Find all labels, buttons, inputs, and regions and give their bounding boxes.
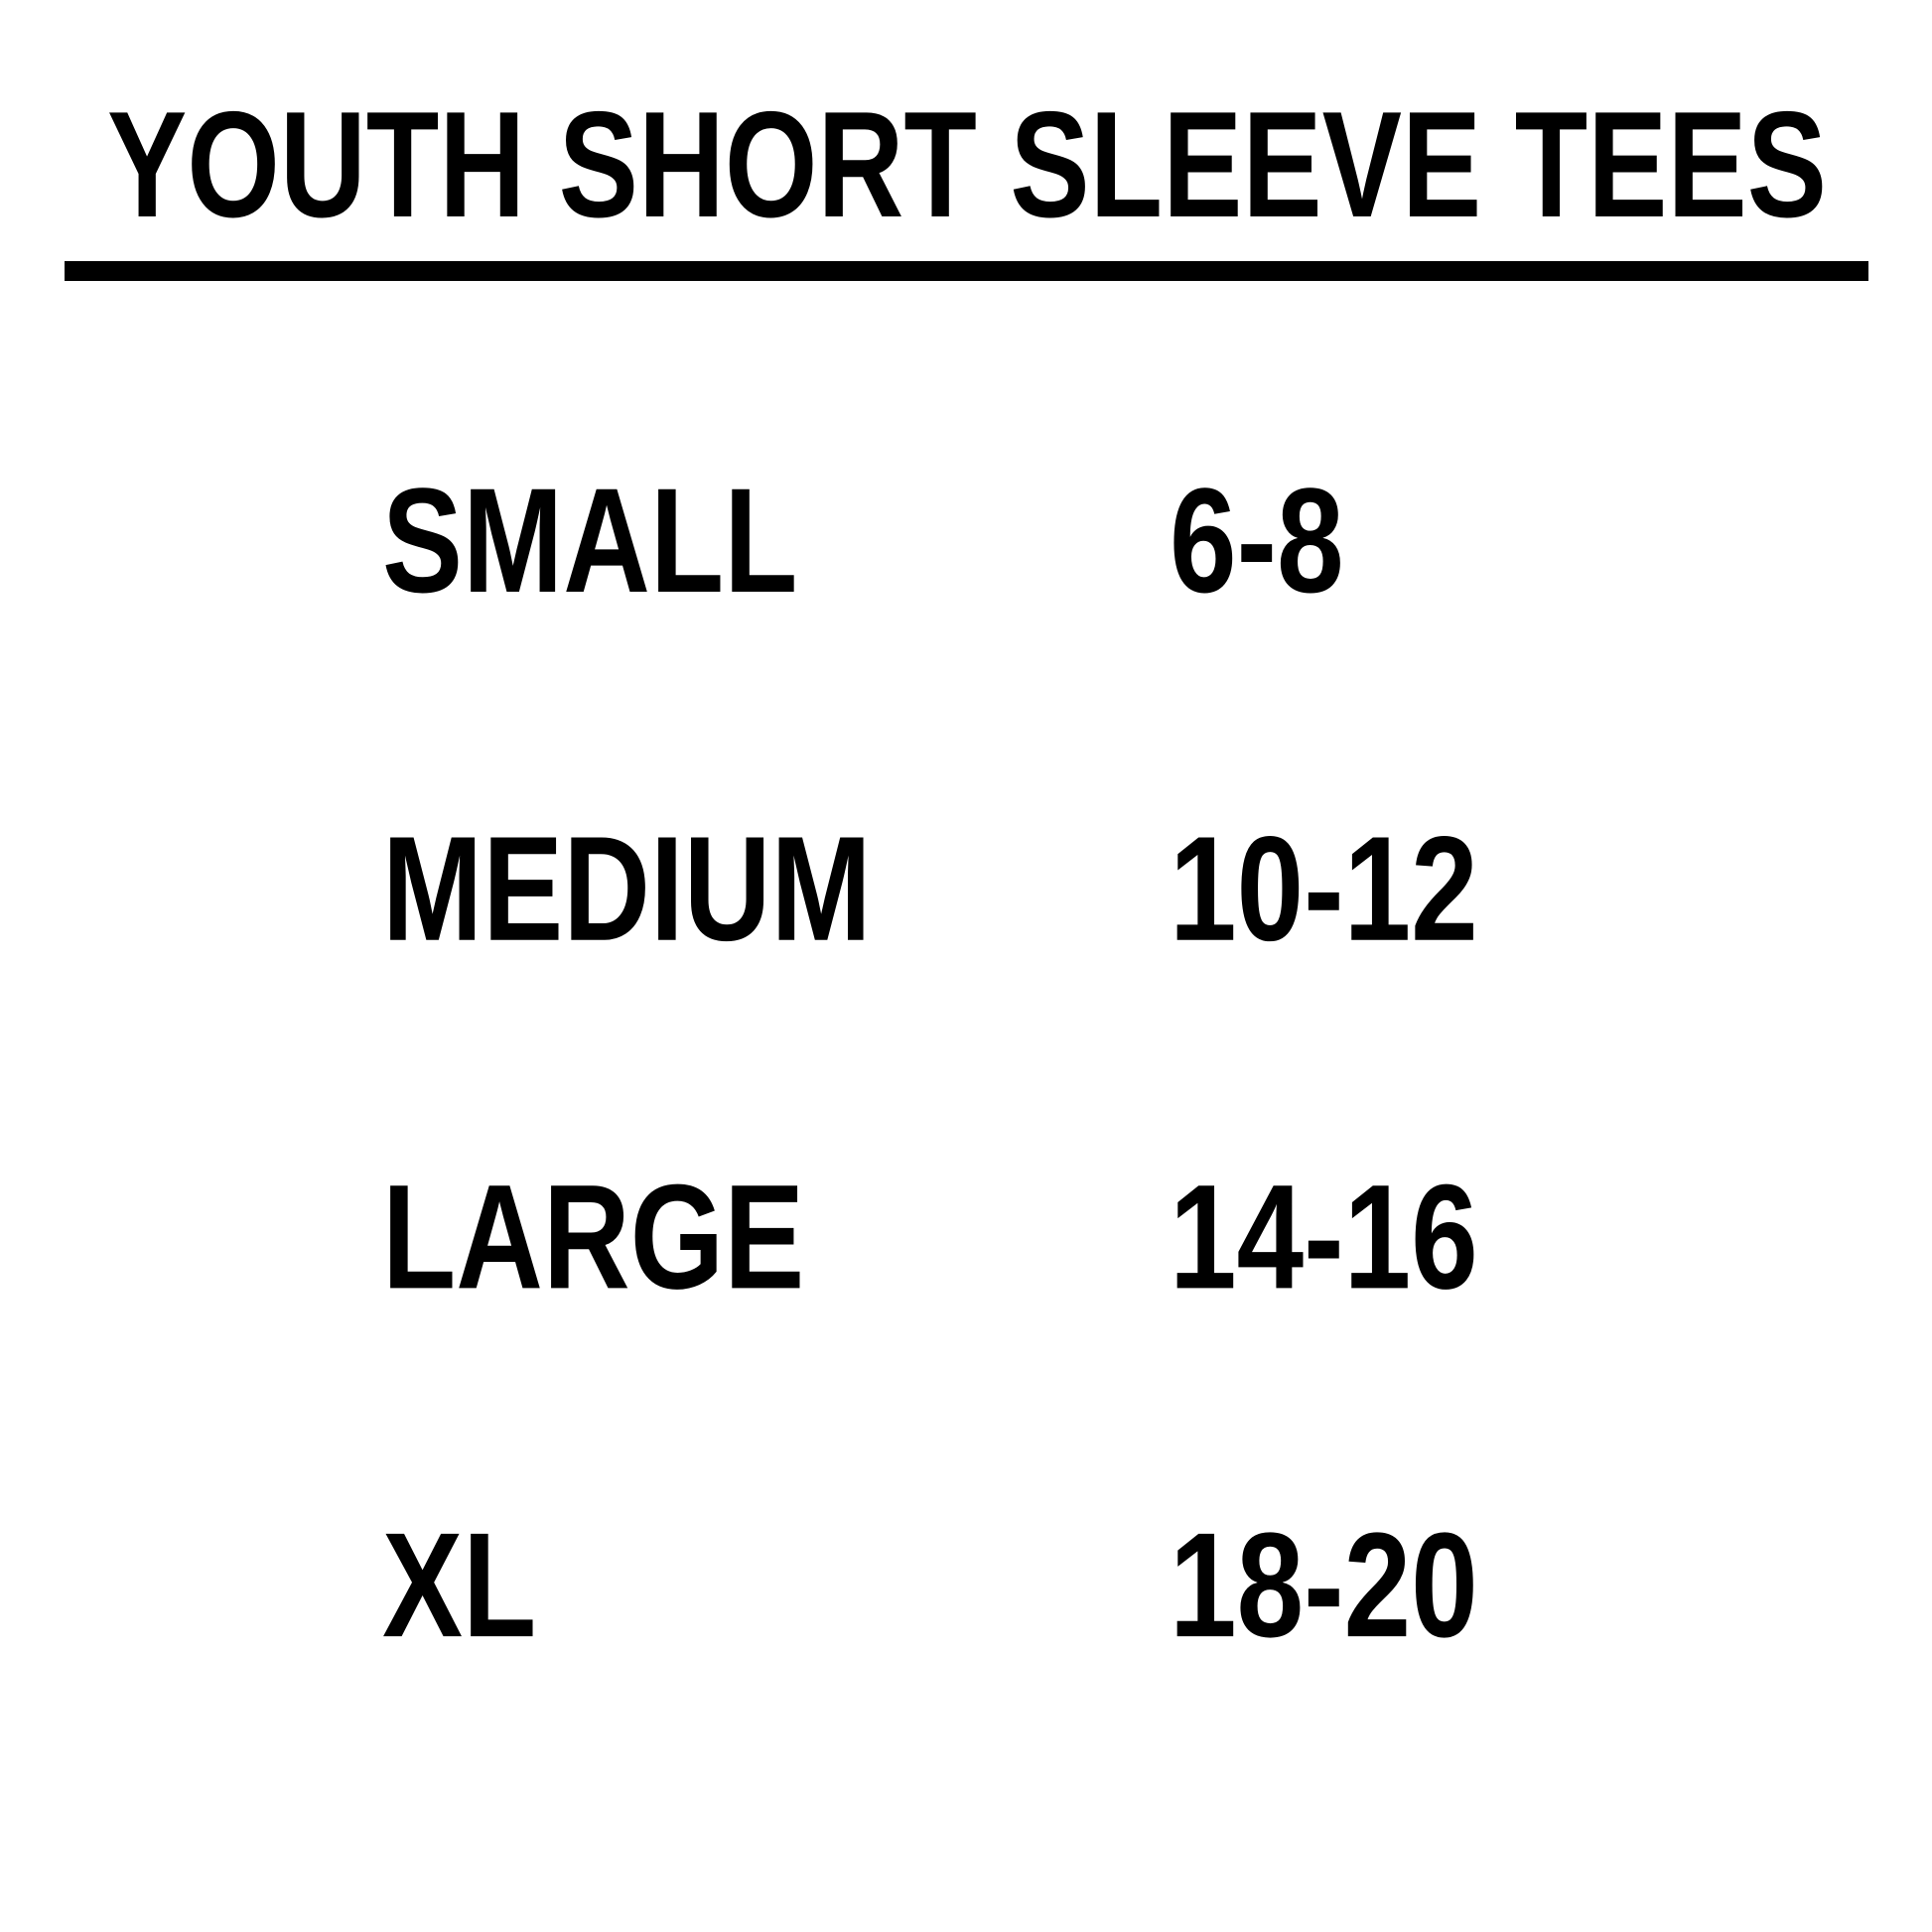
size-row: MEDIUM 10-12 (382, 804, 1478, 971)
size-row: SMALL 6-8 (382, 457, 1344, 623)
size-label: MEDIUM (382, 804, 872, 971)
title-rule (65, 261, 1868, 281)
size-label: XL (382, 1501, 536, 1668)
size-label: SMALL (382, 457, 797, 623)
size-table: SMALL 6-8 MEDIUM 10-12 LARGE 14-16 XL 18-20 (382, 457, 1478, 1668)
size-row: LARGE 14-16 (382, 1153, 1478, 1319)
age-range: 18-20 (1170, 1501, 1478, 1668)
size-row: XL 18-20 (382, 1501, 1478, 1668)
age-range: 6-8 (1170, 457, 1344, 623)
age-range: 10-12 (1170, 804, 1478, 971)
title: YOUTH SHORT SLEEVE TEES (107, 80, 1827, 249)
size-label: LARGE (382, 1153, 804, 1319)
age-range: 14-16 (1170, 1153, 1478, 1319)
